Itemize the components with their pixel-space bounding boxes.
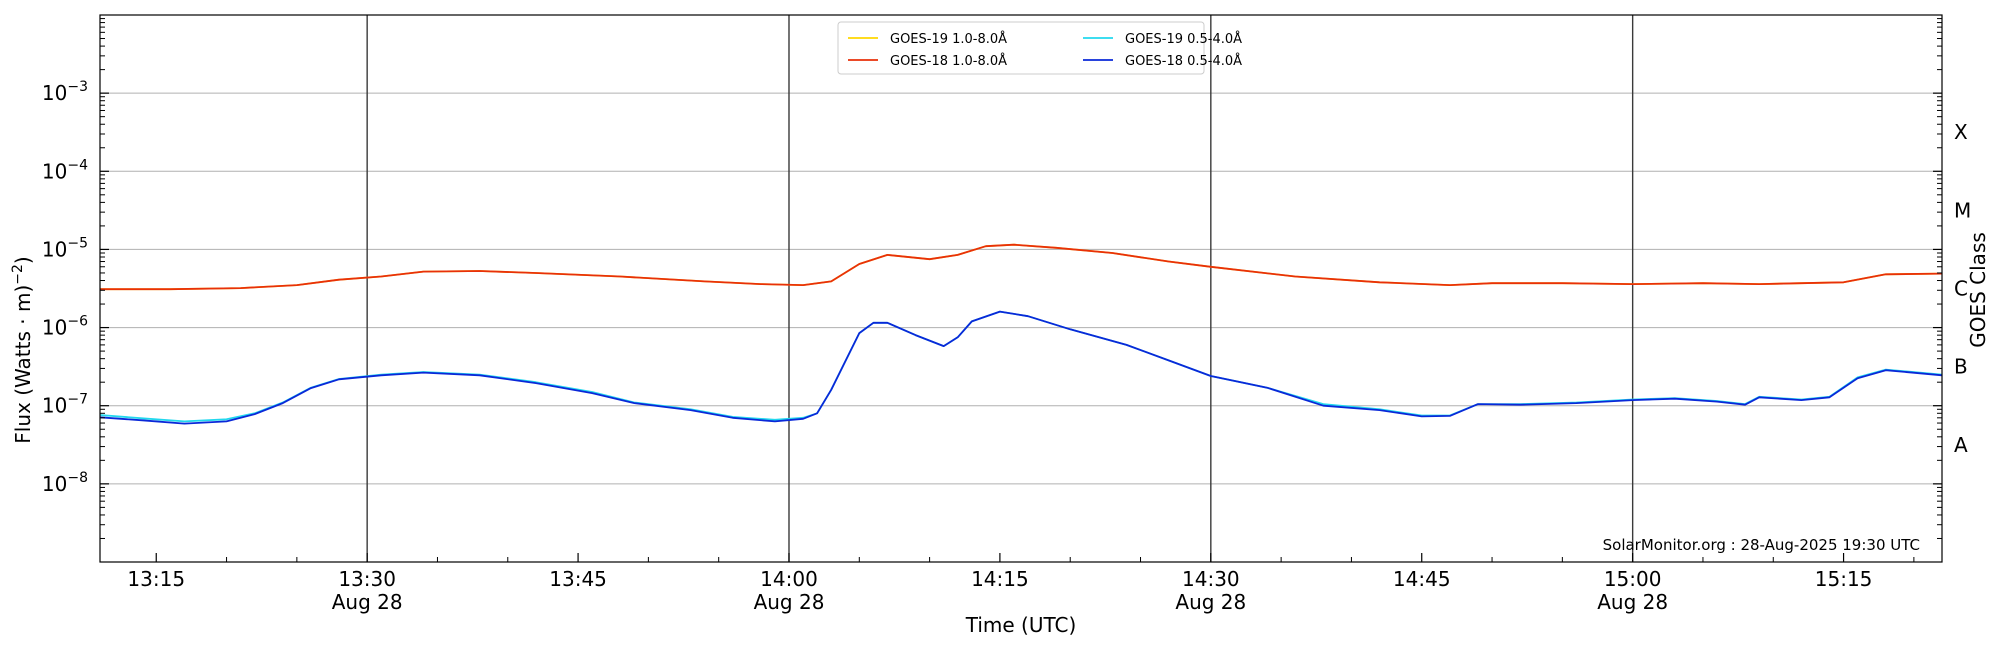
legend-box <box>837 21 1205 75</box>
goes-class-label: A <box>1954 433 1968 457</box>
x-tick-date-label: Aug 28 <box>1175 590 1246 614</box>
x-tick-label: 14:15 <box>971 567 1029 591</box>
plot-frame <box>99 14 1943 563</box>
x-axis-title: Time (UTC) <box>965 613 1077 637</box>
legend-label: GOES-19 0.5-4.0Å <box>1125 31 1242 47</box>
goes-class-label: M <box>1954 198 1971 222</box>
credit-text: SolarMonitor.org : 28-Aug-2025 19:30 UTC <box>1603 536 1920 554</box>
y-tick-label: 10−3 <box>42 79 88 105</box>
y-tick-label: 10−5 <box>42 235 88 261</box>
goes-class-label: C <box>1954 277 1968 301</box>
legend-label: GOES-18 1.0-8.0Å <box>890 53 1007 69</box>
y-tick-label: 10−6 <box>42 314 88 340</box>
x-tick-label: 15:00 <box>1604 567 1662 591</box>
y-tick-label: 10−7 <box>42 392 88 418</box>
series-line <box>100 243 1943 291</box>
right-axis-title: GOES Class <box>1966 232 1990 348</box>
series-line <box>100 243 1943 291</box>
x-tick-label: 15:15 <box>1815 567 1873 591</box>
legend-label: GOES-18 0.5-4.0Å <box>1125 53 1242 69</box>
x-tick-label: 13:45 <box>549 567 607 591</box>
y-axis-title: Flux (Watts · m)−2) <box>10 256 35 443</box>
x-tick-date-label: Aug 28 <box>332 590 403 614</box>
vertical-gridlines <box>366 15 1634 562</box>
y-tick-label: 10−8 <box>42 470 88 496</box>
legend: GOES-19 1.0-8.0Å GOES-18 1.0-8.0Å GOES-19 … <box>837 21 1242 75</box>
legend-label: GOES-19 1.0-8.0Å <box>890 31 1007 47</box>
y-axis-ticks: 10−8 10−7 10−6 10−5 10−4 10−3 <box>42 18 1942 539</box>
x-tick-label: 14:00 <box>760 567 818 591</box>
x-tick-date-label: Aug 28 <box>754 590 825 614</box>
x-tick-label: 14:45 <box>1393 567 1451 591</box>
horizontal-gridlines <box>100 92 1942 485</box>
x-tick-label: 13:30 <box>338 567 396 591</box>
goes-class-labels: A B C M X <box>1954 120 1971 457</box>
x-tick-label: 13:15 <box>127 567 185 591</box>
series-lines <box>99 243 1943 425</box>
goes-class-label: X <box>1954 120 1968 144</box>
y-tick-label: 10−4 <box>42 157 88 183</box>
goes-class-label: B <box>1954 355 1968 379</box>
series-line <box>99 310 1943 425</box>
x-tick-date-label: Aug 28 <box>1597 590 1668 614</box>
x-tick-label: 14:30 <box>1182 567 1240 591</box>
